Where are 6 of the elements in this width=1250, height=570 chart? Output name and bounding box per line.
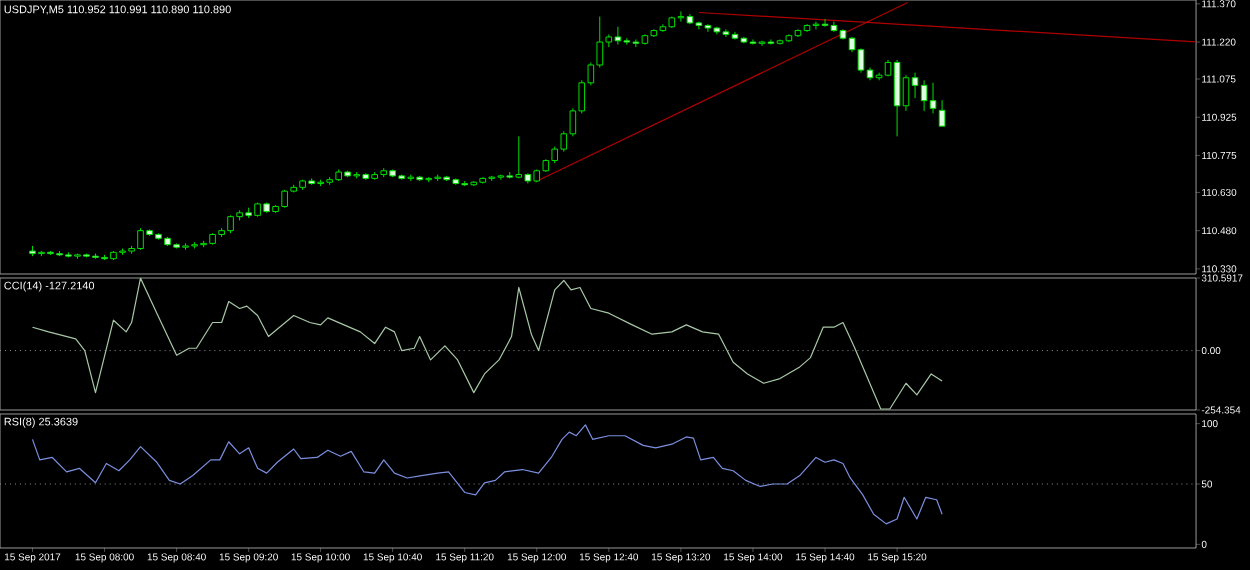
candlestick: [812, 21, 820, 30]
candlestick: [929, 82, 937, 114]
candlestick: [893, 59, 901, 137]
candlestick: [938, 99, 946, 127]
candlestick: [920, 79, 928, 112]
line-series: [31, 424, 943, 525]
